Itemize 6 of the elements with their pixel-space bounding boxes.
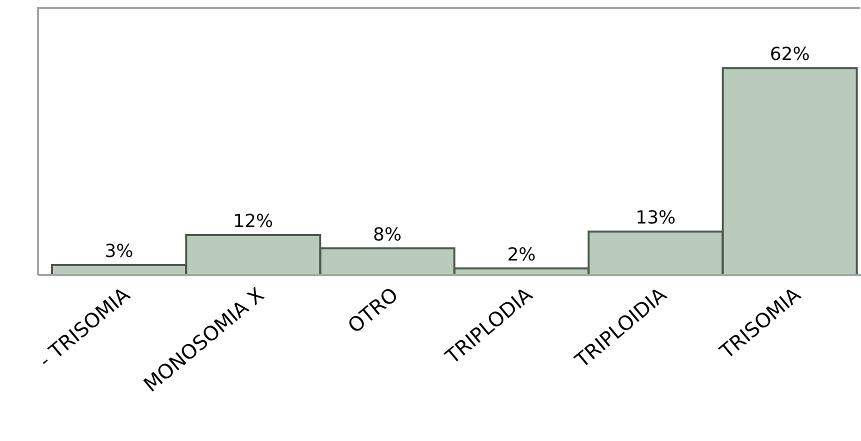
data-label: 8% <box>373 224 402 246</box>
data-label: 2% <box>507 244 536 266</box>
data-label: 12% <box>233 210 274 232</box>
data-label: 13% <box>636 208 676 229</box>
data-label: 3% <box>104 240 134 262</box>
data-label: 62% <box>770 44 810 66</box>
